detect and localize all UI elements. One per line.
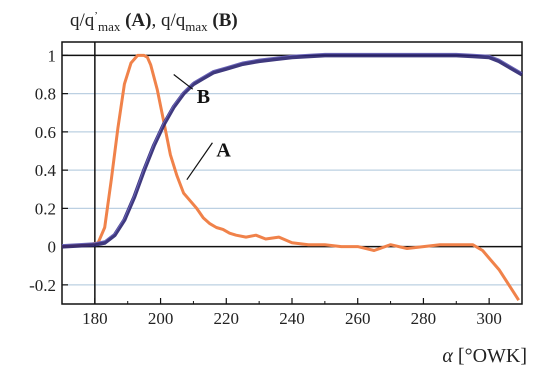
y-tick-label: 0.4	[35, 161, 57, 180]
x-tick-label: 260	[345, 309, 371, 328]
x-tick-label: 240	[279, 309, 305, 328]
title-q1-prime: ’	[94, 10, 98, 22]
series-line-A	[61, 53, 520, 302]
title-q1-sub: max	[98, 19, 121, 34]
x-tick-label: 180	[82, 309, 108, 328]
title-label-b: (B)	[208, 10, 238, 31]
plot-frame	[61, 41, 523, 305]
series	[61, 52, 524, 302]
chart-title: q/q’max (A), q/qmax (B)	[70, 10, 238, 34]
annotations: BA	[173, 74, 231, 181]
x-tick-label: 300	[476, 309, 502, 328]
annotation-label-A: A	[216, 140, 231, 162]
x-axis-unit: [°OWK]	[453, 345, 527, 367]
title-sep: , q/q	[151, 10, 185, 31]
annotation-pointer-A	[186, 142, 213, 181]
title-q1: q/q	[70, 10, 95, 31]
tick-labels: 1 0.8 0.6 0.4 0.2 0 -0.2 180 200 220 240 260 280 300	[29, 46, 502, 328]
y-tick-label: 0.8	[35, 85, 56, 104]
y-tick-label: 0.2	[35, 199, 56, 218]
y-tick-label: -0.2	[29, 276, 56, 295]
x-tick-label: 200	[148, 309, 174, 328]
y-tick-label: 0.6	[35, 123, 56, 142]
y-tick-label: 1	[48, 46, 57, 65]
y-tick-label: 0	[48, 238, 57, 257]
title-q2-sub: max	[185, 19, 208, 34]
x-axis-symbol: α	[442, 345, 453, 367]
series-line-B-highlight	[61, 52, 523, 246]
x-tick-label: 220	[214, 309, 240, 328]
series-line-B	[61, 53, 524, 249]
x-tick-label: 280	[411, 309, 437, 328]
annotation-pointer-B	[173, 74, 194, 90]
annotation-label-B: B	[197, 86, 210, 108]
title-label-a: (A)	[120, 10, 151, 31]
grid	[62, 93, 522, 286]
axes	[61, 41, 523, 305]
x-axis-label: α [°OWK]	[442, 345, 527, 367]
